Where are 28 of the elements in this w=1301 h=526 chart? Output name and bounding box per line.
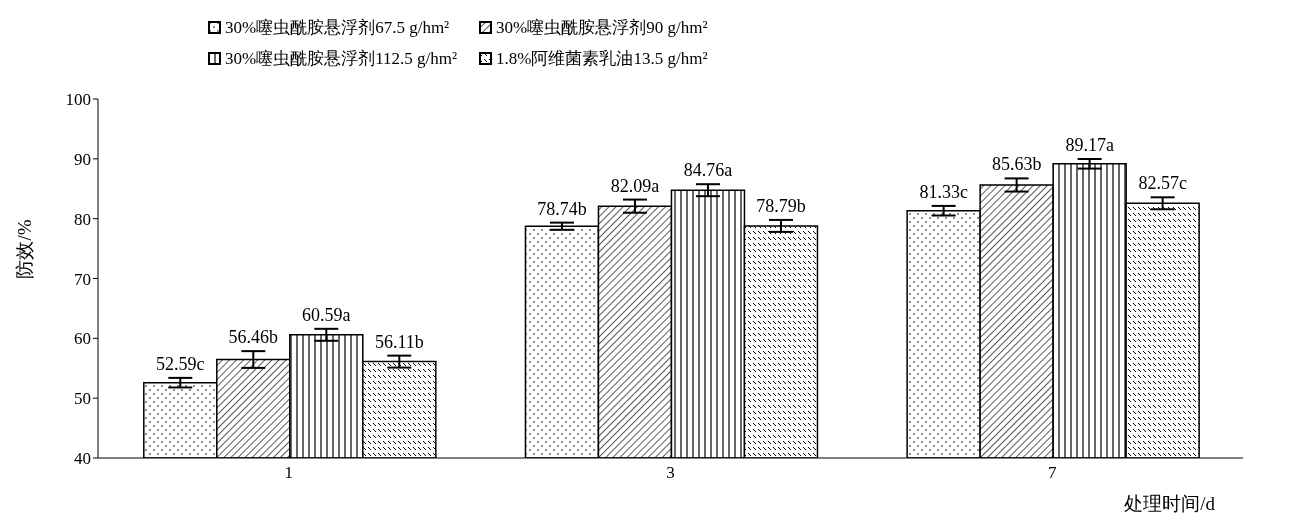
data-label: 82.57c xyxy=(1138,173,1187,194)
x-tick-label: 1 xyxy=(284,463,294,483)
y-tick-label: 70 xyxy=(74,269,91,289)
legend-label: 30%噻虫酰胺悬浮剂67.5 g/hm² xyxy=(225,17,450,39)
data-label: 85.63b xyxy=(991,154,1042,175)
data-label: 56.11b xyxy=(374,331,424,352)
data-label: 78.74b xyxy=(537,198,587,219)
data-label: 60.59a xyxy=(302,304,351,325)
y-tick-label: 50 xyxy=(74,389,91,409)
data-label: 81.33c xyxy=(919,181,968,202)
x-tick-label: 3 xyxy=(666,463,675,483)
data-label: 78.79b xyxy=(756,195,806,216)
data-label: 56.46b xyxy=(228,327,279,348)
y-tick-label: 80 xyxy=(74,209,91,229)
legend-label: 30%噻虫酰胺悬浮剂112.5 g/hm² xyxy=(225,48,458,70)
y-tick-label: 60 xyxy=(74,329,91,349)
y-tick-label: 40 xyxy=(74,449,91,469)
data-label: 52.59c xyxy=(156,353,205,374)
y-tick-label: 90 xyxy=(74,149,91,169)
y-axis-title: 防效/% xyxy=(13,219,35,279)
legend-label: 30%噻虫酰胺悬浮剂90 g/hm² xyxy=(496,17,708,39)
data-label: 89.17a xyxy=(1065,135,1114,156)
data-label: 84.76a xyxy=(683,160,733,181)
x-axis-title: 处理时间/d xyxy=(1124,493,1216,514)
x-tick-label: 7 xyxy=(1047,463,1057,483)
y-tick-label: 100 xyxy=(65,90,91,110)
legend-label: 1.8%阿维菌素乳油13.5 g/hm² xyxy=(496,48,708,70)
data-label: 82.09a xyxy=(610,175,660,196)
